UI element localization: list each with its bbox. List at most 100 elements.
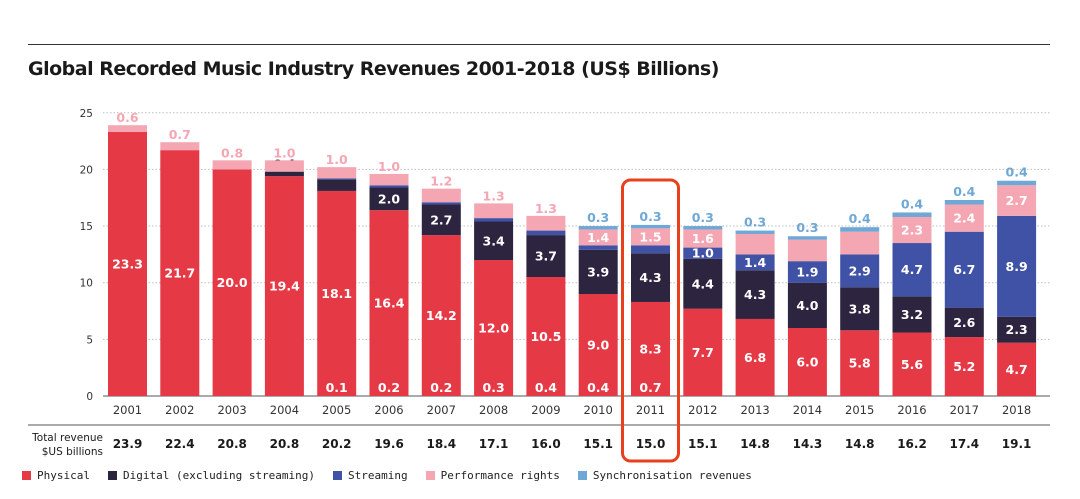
bar-segment xyxy=(631,245,670,254)
total-value: 23.9 xyxy=(113,437,143,451)
total-value: 15.0 xyxy=(636,437,666,451)
chart-legend: Physical Digital (excluding streaming) Str… xyxy=(22,469,752,482)
data-label-streaming: 0.1 xyxy=(326,380,348,395)
data-label-performance-rights: 1.3 xyxy=(483,188,505,203)
x-tick-label: 2004 xyxy=(270,403,299,417)
bar-segment xyxy=(160,142,200,151)
bar-segment xyxy=(735,254,775,271)
bar-segment xyxy=(108,125,147,133)
bar-segment xyxy=(735,270,775,319)
data-label-performance-rights: 1.9 xyxy=(796,243,818,258)
data-label-physical: 12.0 xyxy=(478,321,509,336)
data-label-streaming: 2.9 xyxy=(849,263,871,278)
data-label-physical: 19.4 xyxy=(269,279,300,294)
totals-label-units: $US billions xyxy=(42,446,103,458)
x-tick-label: 2014 xyxy=(793,403,822,417)
y-tick-label: 0 xyxy=(86,391,93,403)
bar-segment xyxy=(997,342,1037,396)
bar-segment xyxy=(474,218,514,222)
bar-segment xyxy=(369,185,409,188)
bar-segment xyxy=(264,160,304,172)
total-value: 14.8 xyxy=(845,437,875,451)
legend-swatch xyxy=(107,471,117,480)
legend-label: Digital (excluding streaming) xyxy=(122,469,316,482)
legend-label: Synchronisation revenues xyxy=(592,469,752,482)
data-label-digital-excluding-streaming-: 2.3 xyxy=(1006,322,1028,337)
bar-segment xyxy=(578,226,618,230)
x-tick-label: 2006 xyxy=(374,403,403,417)
data-label-performance-rights: 1.5 xyxy=(639,229,661,244)
legend-item: Digital (excluding streaming) xyxy=(107,469,316,482)
y-tick-label: 20 xyxy=(80,164,93,176)
total-value: 20.8 xyxy=(270,437,300,451)
bar-segment xyxy=(840,254,880,288)
data-label-physical: 18.1 xyxy=(321,286,352,301)
bar-segment xyxy=(578,294,618,396)
data-label-physical: 7.7 xyxy=(692,345,714,360)
bar-segment xyxy=(369,210,409,396)
bar-segment xyxy=(369,187,409,211)
data-label-streaming: 6.7 xyxy=(953,262,975,277)
data-label-digital-excluding-streaming-: 4.4 xyxy=(692,276,714,291)
data-label-physical: 8.3 xyxy=(639,341,661,356)
total-value: 18.4 xyxy=(426,437,456,451)
data-label-digital-excluding-streaming-: 3.2 xyxy=(901,307,923,322)
bar-segment xyxy=(892,332,932,396)
bar-segment xyxy=(735,318,775,396)
data-label-streaming: 0.4 xyxy=(587,380,609,395)
legend-swatch xyxy=(22,471,31,480)
data-label-streaming: 1.4 xyxy=(744,255,766,270)
data-label-streaming: 4.7 xyxy=(901,262,923,277)
bar-segment xyxy=(997,180,1037,186)
data-label-synchronisation-revenues: 0.3 xyxy=(639,209,661,224)
bar-segment xyxy=(212,169,252,396)
total-value: 14.3 xyxy=(793,437,823,451)
data-label-physical: 16.4 xyxy=(374,296,405,311)
bar-segment xyxy=(840,231,880,255)
bar-segment xyxy=(631,228,670,246)
legend-label: Physical xyxy=(37,469,90,482)
bar-segment xyxy=(944,307,984,338)
x-tick-label: 2003 xyxy=(217,403,246,417)
y-tick-label: 25 xyxy=(80,108,93,120)
bar-segment xyxy=(840,227,880,232)
bar-segment xyxy=(160,150,200,396)
bar-segment xyxy=(735,233,775,255)
legend-swatch xyxy=(333,471,343,480)
data-label-streaming: 1.9 xyxy=(796,264,818,279)
data-label-synchronisation-revenues: 0.3 xyxy=(587,210,609,225)
bar-segment xyxy=(683,258,723,309)
bar-segment xyxy=(578,229,618,246)
total-value: 19.6 xyxy=(374,437,404,451)
x-tick-label: 2011 xyxy=(636,403,665,417)
bar-segment xyxy=(421,235,461,396)
data-label-performance-rights: 1.2 xyxy=(430,174,452,189)
bar-segment xyxy=(578,245,618,250)
data-label-physical: 20.0 xyxy=(217,275,248,290)
data-label-synchronisation-revenues: 0.4 xyxy=(953,184,975,199)
totals-label: Total revenue xyxy=(31,432,103,444)
data-label-digital-excluding-streaming-: 3.8 xyxy=(849,301,871,316)
bar-segment xyxy=(683,226,723,230)
bar-segment xyxy=(735,230,775,234)
bar-segment xyxy=(212,160,252,170)
total-value: 16.0 xyxy=(531,437,561,451)
bar-segment xyxy=(944,231,984,308)
x-tick-label: 2013 xyxy=(740,403,769,417)
data-label-performance-rights: 2.3 xyxy=(901,223,923,238)
y-tick-label: 15 xyxy=(80,221,93,233)
bar-segment xyxy=(840,287,880,331)
x-tick-label: 2015 xyxy=(845,403,874,417)
bar-segment xyxy=(997,215,1037,317)
data-label-performance-rights: 1.0 xyxy=(378,159,400,174)
data-label-performance-rights: 1.0 xyxy=(273,145,295,160)
x-tick-label: 2018 xyxy=(1002,403,1031,417)
data-label-performance-rights: 2.0 xyxy=(849,236,871,251)
x-tick-label: 2012 xyxy=(688,403,717,417)
bar-segment xyxy=(369,173,409,186)
total-value: 16.2 xyxy=(897,437,927,451)
data-label-performance-rights: 1.6 xyxy=(692,231,714,246)
bar-segment xyxy=(944,204,984,232)
bar-segment xyxy=(474,203,514,219)
